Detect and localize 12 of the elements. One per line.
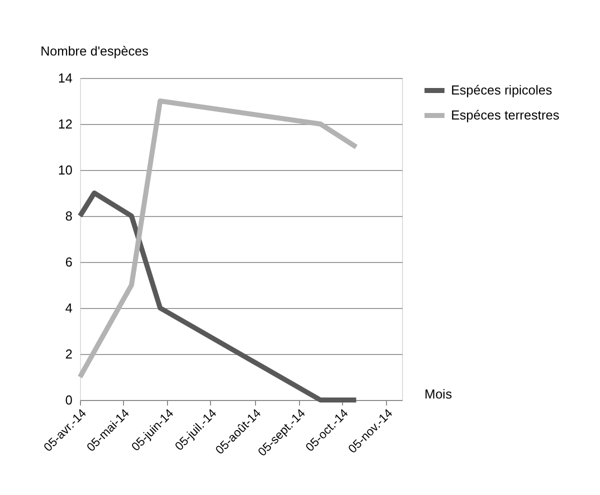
y-tick-label: 14 xyxy=(58,70,72,86)
y-tick-label: 10 xyxy=(58,162,72,178)
x-axis-title: Mois xyxy=(424,386,452,402)
y-tick-label: 2 xyxy=(65,346,72,362)
y-tick-label: 4 xyxy=(65,300,72,316)
legend-label: Espéces terrestres xyxy=(451,108,560,122)
y-tick-label: 12 xyxy=(58,116,72,132)
y-tick-label: 8 xyxy=(65,208,72,224)
y-axis-title: Nombre d'espèces xyxy=(40,44,149,58)
y-tick-label: 0 xyxy=(65,392,72,408)
legend-label: Espéces ripicoles xyxy=(451,82,553,98)
y-tick-label: 6 xyxy=(65,254,72,270)
